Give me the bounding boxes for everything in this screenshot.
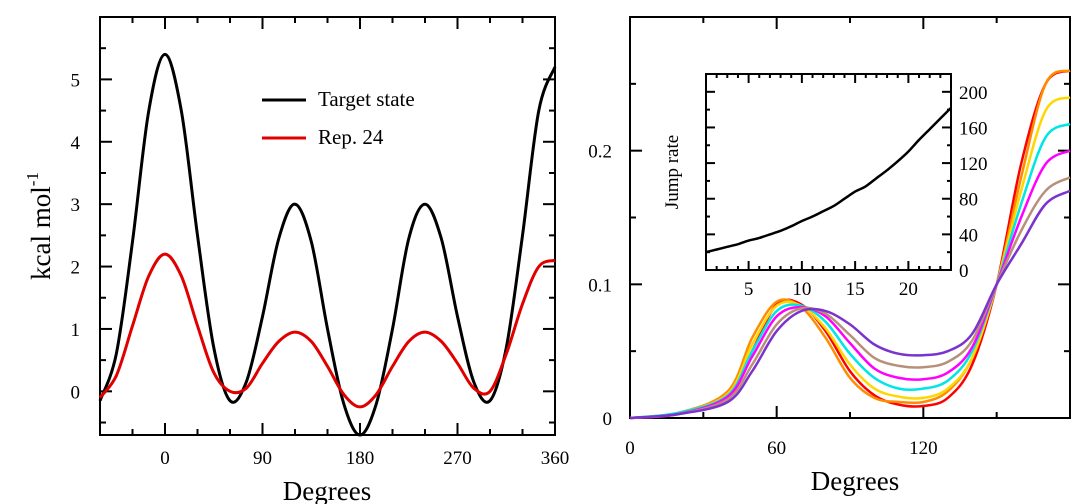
left-plot-frame — [99, 16, 556, 436]
left-y-tick-label-0: 0 — [71, 382, 81, 403]
inset-y-tick-label-160: 160 — [959, 118, 988, 139]
right-series-group — [629, 69, 1071, 420]
series-line-4 — [629, 122, 1071, 420]
right-x-axis-title: Degrees — [811, 466, 899, 496]
left-x-tick-label-360: 360 — [541, 448, 570, 469]
inset-series-line — [705, 106, 952, 254]
series-line-5 — [629, 149, 1071, 420]
inset-y-axis-title: Jump rate — [662, 135, 683, 209]
series-line-6 — [629, 176, 1071, 420]
series-line-2 — [629, 69, 1071, 420]
left-x-axis-title: Degrees — [283, 476, 371, 504]
series-line-7 — [629, 189, 1071, 420]
inset-y-tick-label-0: 0 — [959, 261, 969, 282]
left-y-axis-title: kcal mol-1 — [23, 172, 56, 280]
left-chart: 0 90 180 270 360 0 1 2 3 4 5 Degrees kcal mol-1 Ta… — [23, 16, 570, 504]
series-line-rep-24 — [98, 252, 556, 409]
inset-y-tick-label-120: 120 — [959, 154, 988, 175]
series-line-3 — [629, 96, 1071, 420]
inset-x-tick-label-15: 15 — [846, 279, 865, 300]
left-y-axis-title-main: kcal mol — [26, 186, 56, 280]
legend: Target state Rep. 24 — [262, 87, 415, 149]
inset-series-group — [705, 106, 952, 254]
right-y-tick-label-0-2: 0.2 — [588, 142, 612, 163]
legend-label-rep-24: Rep. 24 — [318, 125, 384, 149]
left-ticks: 0 90 180 270 360 0 1 2 3 4 5 — [71, 17, 570, 469]
inset-background — [705, 73, 952, 271]
left-y-tick-label-2: 2 — [71, 258, 81, 279]
inset-x-tick-label-20: 20 — [899, 279, 918, 300]
inset-y-tick-label-40: 40 — [959, 225, 978, 246]
left-x-tick-label-0: 0 — [160, 448, 170, 469]
right-ticks: 0 60 120 0 0.1 0.2 — [588, 17, 1070, 459]
series-line-target-state — [98, 52, 557, 437]
left-y-tick-label-1: 1 — [71, 320, 81, 341]
right-x-tick-label-0: 0 — [625, 438, 635, 459]
inset-x-tick-label-10: 10 — [792, 279, 811, 300]
inset-x-tick-label-5: 5 — [744, 279, 754, 300]
left-x-tick-label-270: 270 — [443, 448, 472, 469]
inset-y-tick-label-80: 80 — [959, 190, 978, 211]
left-x-tick-label-180: 180 — [346, 448, 375, 469]
left-x-tick-label-90: 90 — [253, 448, 272, 469]
left-y-tick-label-4: 4 — [71, 133, 81, 154]
right-x-tick-label-60: 60 — [767, 438, 786, 459]
left-y-tick-label-3: 3 — [71, 195, 81, 216]
left-y-axis-title-sup: -1 — [23, 172, 42, 186]
inset-y-tick-label-200: 200 — [959, 83, 988, 104]
legend-label-target-state: Target state — [318, 87, 415, 111]
left-series-group — [98, 52, 557, 437]
right-y-tick-label-0-1: 0.1 — [588, 275, 612, 296]
right-y-tick-label-0: 0 — [603, 409, 613, 430]
right-x-tick-label-120: 120 — [909, 438, 938, 459]
left-y-tick-label-5: 5 — [71, 70, 81, 91]
